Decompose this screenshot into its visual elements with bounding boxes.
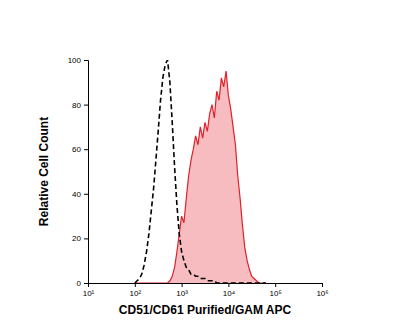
y-tick: 40 — [72, 190, 88, 199]
x-tick: 10³ — [176, 283, 188, 298]
x-tick-label: 10¹ — [83, 289, 95, 298]
histogram-line — [135, 71, 266, 283]
x-axis-title: CD51/CD61 Purified/GAM APC — [119, 303, 292, 317]
y-tick: 0 — [77, 279, 88, 288]
y-tick-label: 20 — [72, 234, 81, 243]
y-tick-mark — [84, 60, 88, 61]
x-tick-label: 10⁵ — [270, 289, 282, 298]
x-tick-mark — [135, 283, 136, 287]
y-axis-line — [84, 61, 89, 284]
y-axis: 0 20 40 60 80 100 — [68, 56, 89, 288]
y-tick: 20 — [72, 234, 88, 243]
plot-area — [135, 60, 266, 283]
x-tick: 10¹ — [83, 283, 95, 298]
x-tick: 10⁴ — [223, 283, 236, 298]
y-tick-label: 40 — [72, 190, 81, 199]
x-tick: 10⁵ — [270, 283, 282, 298]
y-tick-label: 100 — [68, 56, 82, 65]
y-tick-label: 80 — [72, 101, 81, 110]
x-tick: 10² — [130, 283, 142, 298]
x-axis-line — [89, 284, 323, 288]
y-tick: 100 — [68, 56, 88, 65]
x-tick-mark — [228, 283, 229, 287]
x-tick: 10⁶ — [316, 283, 328, 298]
x-tick-mark — [275, 283, 276, 287]
y-tick-mark — [84, 283, 88, 284]
y-tick: 60 — [72, 145, 88, 154]
x-tick-mark — [322, 283, 323, 287]
y-tick-label: 0 — [77, 279, 82, 288]
y-tick-mark — [84, 149, 88, 150]
x-tick-label: 10³ — [176, 289, 188, 298]
x-axis: 10¹ 10² 10³ 10⁴ 10⁵ 10⁶ — [83, 283, 329, 298]
area-fill — [135, 71, 266, 283]
y-tick-mark — [84, 238, 88, 239]
y-tick-label: 60 — [72, 145, 81, 154]
y-axis-title: Relative Cell Count — [37, 117, 51, 226]
x-tick-label: 10² — [130, 289, 142, 298]
x-tick-label: 10⁴ — [223, 289, 236, 298]
y-tick-mark — [84, 105, 88, 106]
histogram-line — [135, 60, 266, 283]
chart: 10¹ 10² 10³ 10⁴ 10⁵ 10⁶ 0 20 40 60 80 100 CD51/CD61 … — [0, 0, 400, 326]
x-tick-mark — [182, 283, 183, 287]
y-tick-mark — [84, 194, 88, 195]
y-tick: 80 — [72, 101, 88, 110]
x-tick-label: 10⁶ — [316, 289, 328, 298]
